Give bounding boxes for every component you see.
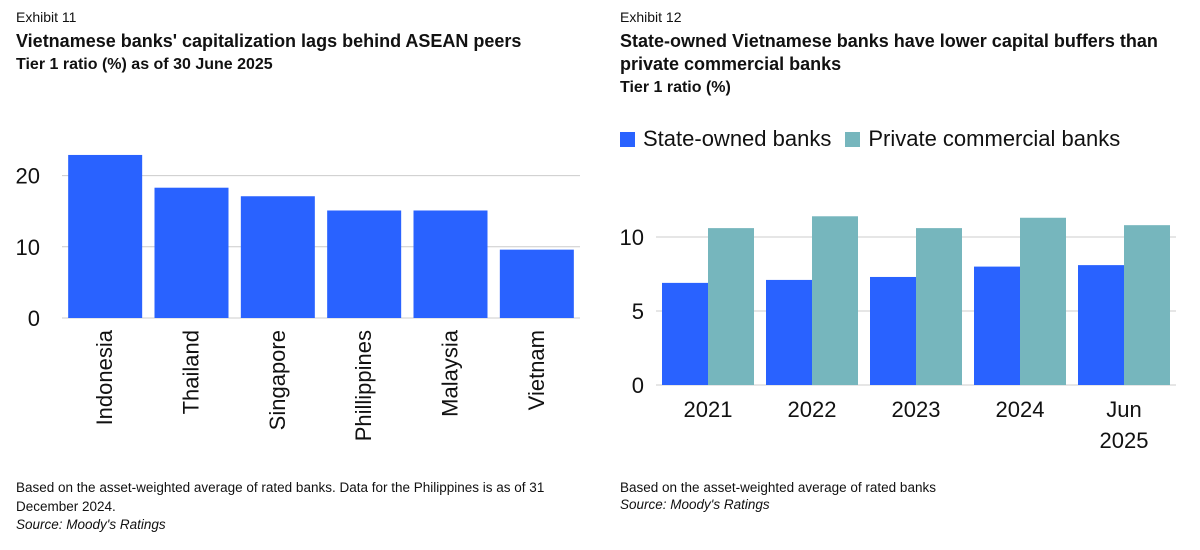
chart-note: Based on the asset-weighted average of r… [620,480,936,495]
x-tick-label: 2023 [892,397,941,422]
y-tick-label: 10 [16,235,40,260]
chart-title: Vietnamese banks' capitalization lags be… [16,31,522,51]
exhibit-11-chart: 0 10 20 Indonesia Thailand Singapore Phillippi… [16,154,580,441]
legend-swatch-private [845,131,861,147]
exhibit-12-panel: Exhibit 12 State-owned Vietnamese banks … [620,0,1200,550]
x-tick-label: Vietnam [524,330,549,410]
legend-item-state-owned: State-owned banks [620,126,831,152]
bar [154,187,229,318]
y-tick-label: 0 [28,306,40,331]
chart-title: State-owned Vietnamese banks have lower … [620,31,1158,74]
x-tick-label: Jun [1106,397,1141,422]
chart-source: Source: Moody's Ratings [16,517,166,532]
chart-source: Source: Moody's Ratings [620,497,770,512]
bar [499,249,574,318]
bar [327,210,402,318]
y-tick-label: 10 [620,225,644,250]
bar-private [916,228,962,385]
bar-state-owned [662,282,708,385]
y-tick-label: 0 [632,373,644,398]
bar-private [1124,225,1170,385]
exhibit-label: Exhibit 11 [16,9,77,25]
bar-state-owned [1078,265,1124,385]
legend-swatch-state-owned [620,131,635,147]
bar [68,154,143,318]
exhibit-12-chart: 0 5 10 2021 2022 2023 2024 Jun 2025 [620,216,1176,453]
x-tick-label: Malaysia [438,329,463,417]
x-tick-label: Singapore [265,330,290,430]
exhibit-11-panel: Exhibit 11 Vietnamese banks' capitalizat… [16,0,596,550]
bar-state-owned [766,279,812,385]
x-tick-label: Phillippines [351,330,376,441]
bar-state-owned [974,266,1020,385]
x-tick-label: 2021 [684,397,733,422]
chart-note: Based on the asset-weighted average of r… [16,480,545,514]
legend-label: State-owned banks [643,126,832,151]
legend-item-private: Private commercial banks [845,126,1120,152]
bar-private [812,216,858,385]
x-tick-label: 2024 [996,397,1045,422]
bar-private [708,228,754,385]
x-tick-label: 2022 [788,397,837,422]
legend-label: Private commercial banks [868,126,1121,151]
bar-private [1020,217,1066,385]
y-tick-label: 20 [16,164,40,189]
chart-subtitle: Tier 1 ratio (%) [620,79,731,96]
chart-legend: State-owned banks Private commercial ban… [620,126,1134,152]
bar [413,210,488,318]
chart-subtitle: Tier 1 ratio (%) as of 30 June 2025 [16,56,273,73]
x-tick-label: Thailand [179,330,204,414]
bar-state-owned [870,276,916,385]
y-tick-label: 5 [632,299,644,324]
x-tick-label: 2025 [1100,428,1149,453]
bar [240,196,315,318]
exhibit-label: Exhibit 12 [620,9,682,25]
x-tick-label: Indonesia [92,329,117,425]
